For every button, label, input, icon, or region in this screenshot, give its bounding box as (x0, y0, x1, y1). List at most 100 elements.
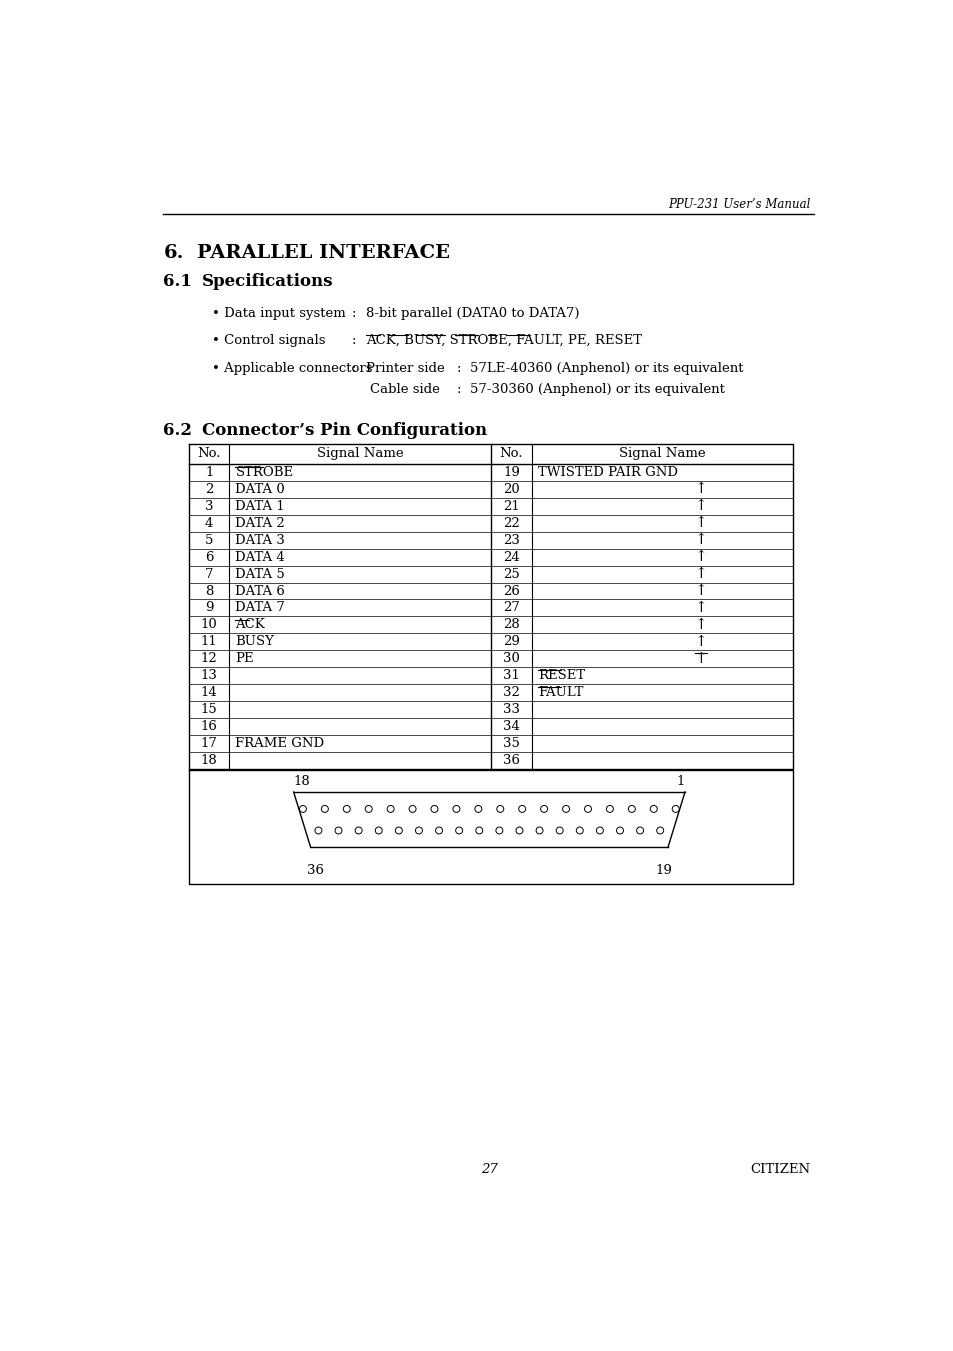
Text: 21: 21 (502, 500, 519, 513)
Text: ↑: ↑ (694, 635, 707, 648)
Text: :: : (352, 307, 355, 320)
Text: ↑: ↑ (694, 584, 707, 598)
Text: 6.: 6. (163, 245, 184, 262)
Text: 24: 24 (502, 551, 519, 563)
Circle shape (562, 805, 569, 812)
Text: :: : (456, 382, 460, 396)
Text: DATA 5: DATA 5 (235, 567, 285, 581)
Text: :: : (352, 362, 355, 376)
Text: 3: 3 (205, 500, 213, 513)
Text: CITIZEN: CITIZEN (750, 1163, 810, 1175)
Text: ↑: ↑ (694, 617, 707, 632)
Circle shape (536, 827, 542, 834)
Text: 36: 36 (502, 754, 519, 767)
Text: ↑: ↑ (694, 601, 707, 615)
Circle shape (387, 805, 394, 812)
Text: ↑: ↑ (694, 500, 707, 513)
Circle shape (475, 805, 481, 812)
Text: 5: 5 (205, 534, 213, 547)
Circle shape (584, 805, 591, 812)
Text: 13: 13 (200, 669, 217, 682)
Circle shape (616, 827, 623, 834)
Circle shape (456, 827, 462, 834)
Text: 57LE-40360 (Anphenol) or its equivalent: 57LE-40360 (Anphenol) or its equivalent (470, 362, 743, 376)
Text: DATA 7: DATA 7 (235, 601, 285, 615)
Text: 11: 11 (200, 635, 217, 648)
Text: 28: 28 (502, 619, 519, 631)
Text: DATA 1: DATA 1 (235, 500, 285, 513)
Text: :: : (352, 334, 355, 347)
Text: Cable side: Cable side (369, 382, 439, 396)
Text: 36: 36 (307, 865, 323, 877)
Text: PPU-231 User’s Manual: PPU-231 User’s Manual (667, 199, 810, 211)
Text: TWISTED PAIR GND: TWISTED PAIR GND (537, 466, 677, 480)
Text: ACK, BUSY, STROBE, FAULT, PE, RESET: ACK, BUSY, STROBE, FAULT, PE, RESET (365, 334, 641, 347)
Circle shape (375, 827, 382, 834)
Text: DATA 3: DATA 3 (235, 534, 285, 547)
Text: DATA 0: DATA 0 (235, 482, 285, 496)
Text: DATA 6: DATA 6 (235, 585, 285, 597)
Circle shape (299, 805, 306, 812)
Text: 31: 31 (502, 669, 519, 682)
Text: 25: 25 (502, 567, 519, 581)
Text: 6: 6 (205, 551, 213, 563)
Text: 33: 33 (502, 703, 519, 716)
Circle shape (576, 827, 582, 834)
Text: 16: 16 (200, 720, 217, 734)
Circle shape (672, 805, 679, 812)
Text: Signal Name: Signal Name (618, 447, 705, 461)
Text: BUSY: BUSY (235, 635, 274, 648)
Text: 19: 19 (502, 466, 519, 480)
Text: Printer side: Printer side (365, 362, 444, 376)
Text: ↑: ↑ (694, 482, 707, 496)
Text: DATA 2: DATA 2 (235, 516, 285, 530)
Text: PE: PE (235, 653, 253, 665)
Circle shape (476, 827, 482, 834)
Text: 8: 8 (205, 585, 213, 597)
Text: 20: 20 (502, 482, 519, 496)
Text: 4: 4 (205, 516, 213, 530)
Text: ↑: ↑ (694, 651, 707, 666)
Text: 14: 14 (200, 686, 217, 700)
Text: FAULT: FAULT (537, 686, 582, 700)
Circle shape (343, 805, 350, 812)
Text: 27: 27 (480, 1163, 497, 1175)
Text: ↑: ↑ (694, 567, 707, 581)
Text: Specifications: Specifications (202, 273, 334, 290)
Text: ACK: ACK (235, 619, 265, 631)
Text: ↑: ↑ (694, 516, 707, 530)
Circle shape (650, 805, 657, 812)
Circle shape (431, 805, 437, 812)
Text: 34: 34 (502, 720, 519, 734)
Text: :: : (456, 362, 460, 376)
Text: 6.1: 6.1 (163, 273, 193, 290)
Text: No.: No. (197, 447, 221, 461)
Circle shape (628, 805, 635, 812)
Circle shape (496, 827, 502, 834)
Text: PARALLEL INTERFACE: PARALLEL INTERFACE (196, 245, 449, 262)
Circle shape (395, 827, 402, 834)
Text: FRAME GND: FRAME GND (235, 736, 324, 750)
Text: ↑: ↑ (694, 550, 707, 565)
Text: 30: 30 (502, 653, 519, 665)
Circle shape (556, 827, 562, 834)
Text: 27: 27 (502, 601, 519, 615)
Text: 10: 10 (200, 619, 217, 631)
Text: 32: 32 (502, 686, 519, 700)
Circle shape (335, 827, 342, 834)
Text: 22: 22 (502, 516, 519, 530)
Text: • Applicable connectors: • Applicable connectors (212, 362, 373, 376)
Text: 7: 7 (205, 567, 213, 581)
Text: 18: 18 (200, 754, 217, 767)
Circle shape (516, 827, 522, 834)
Text: STROBE: STROBE (235, 466, 294, 480)
Text: DATA 4: DATA 4 (235, 551, 285, 563)
Text: 12: 12 (200, 653, 217, 665)
Text: 8-bit parallel (DATA0 to DATA7): 8-bit parallel (DATA0 to DATA7) (365, 307, 578, 320)
Circle shape (596, 827, 602, 834)
Text: 9: 9 (205, 601, 213, 615)
Text: 2: 2 (205, 482, 213, 496)
Circle shape (636, 827, 643, 834)
Circle shape (606, 805, 613, 812)
Text: 17: 17 (200, 736, 217, 750)
